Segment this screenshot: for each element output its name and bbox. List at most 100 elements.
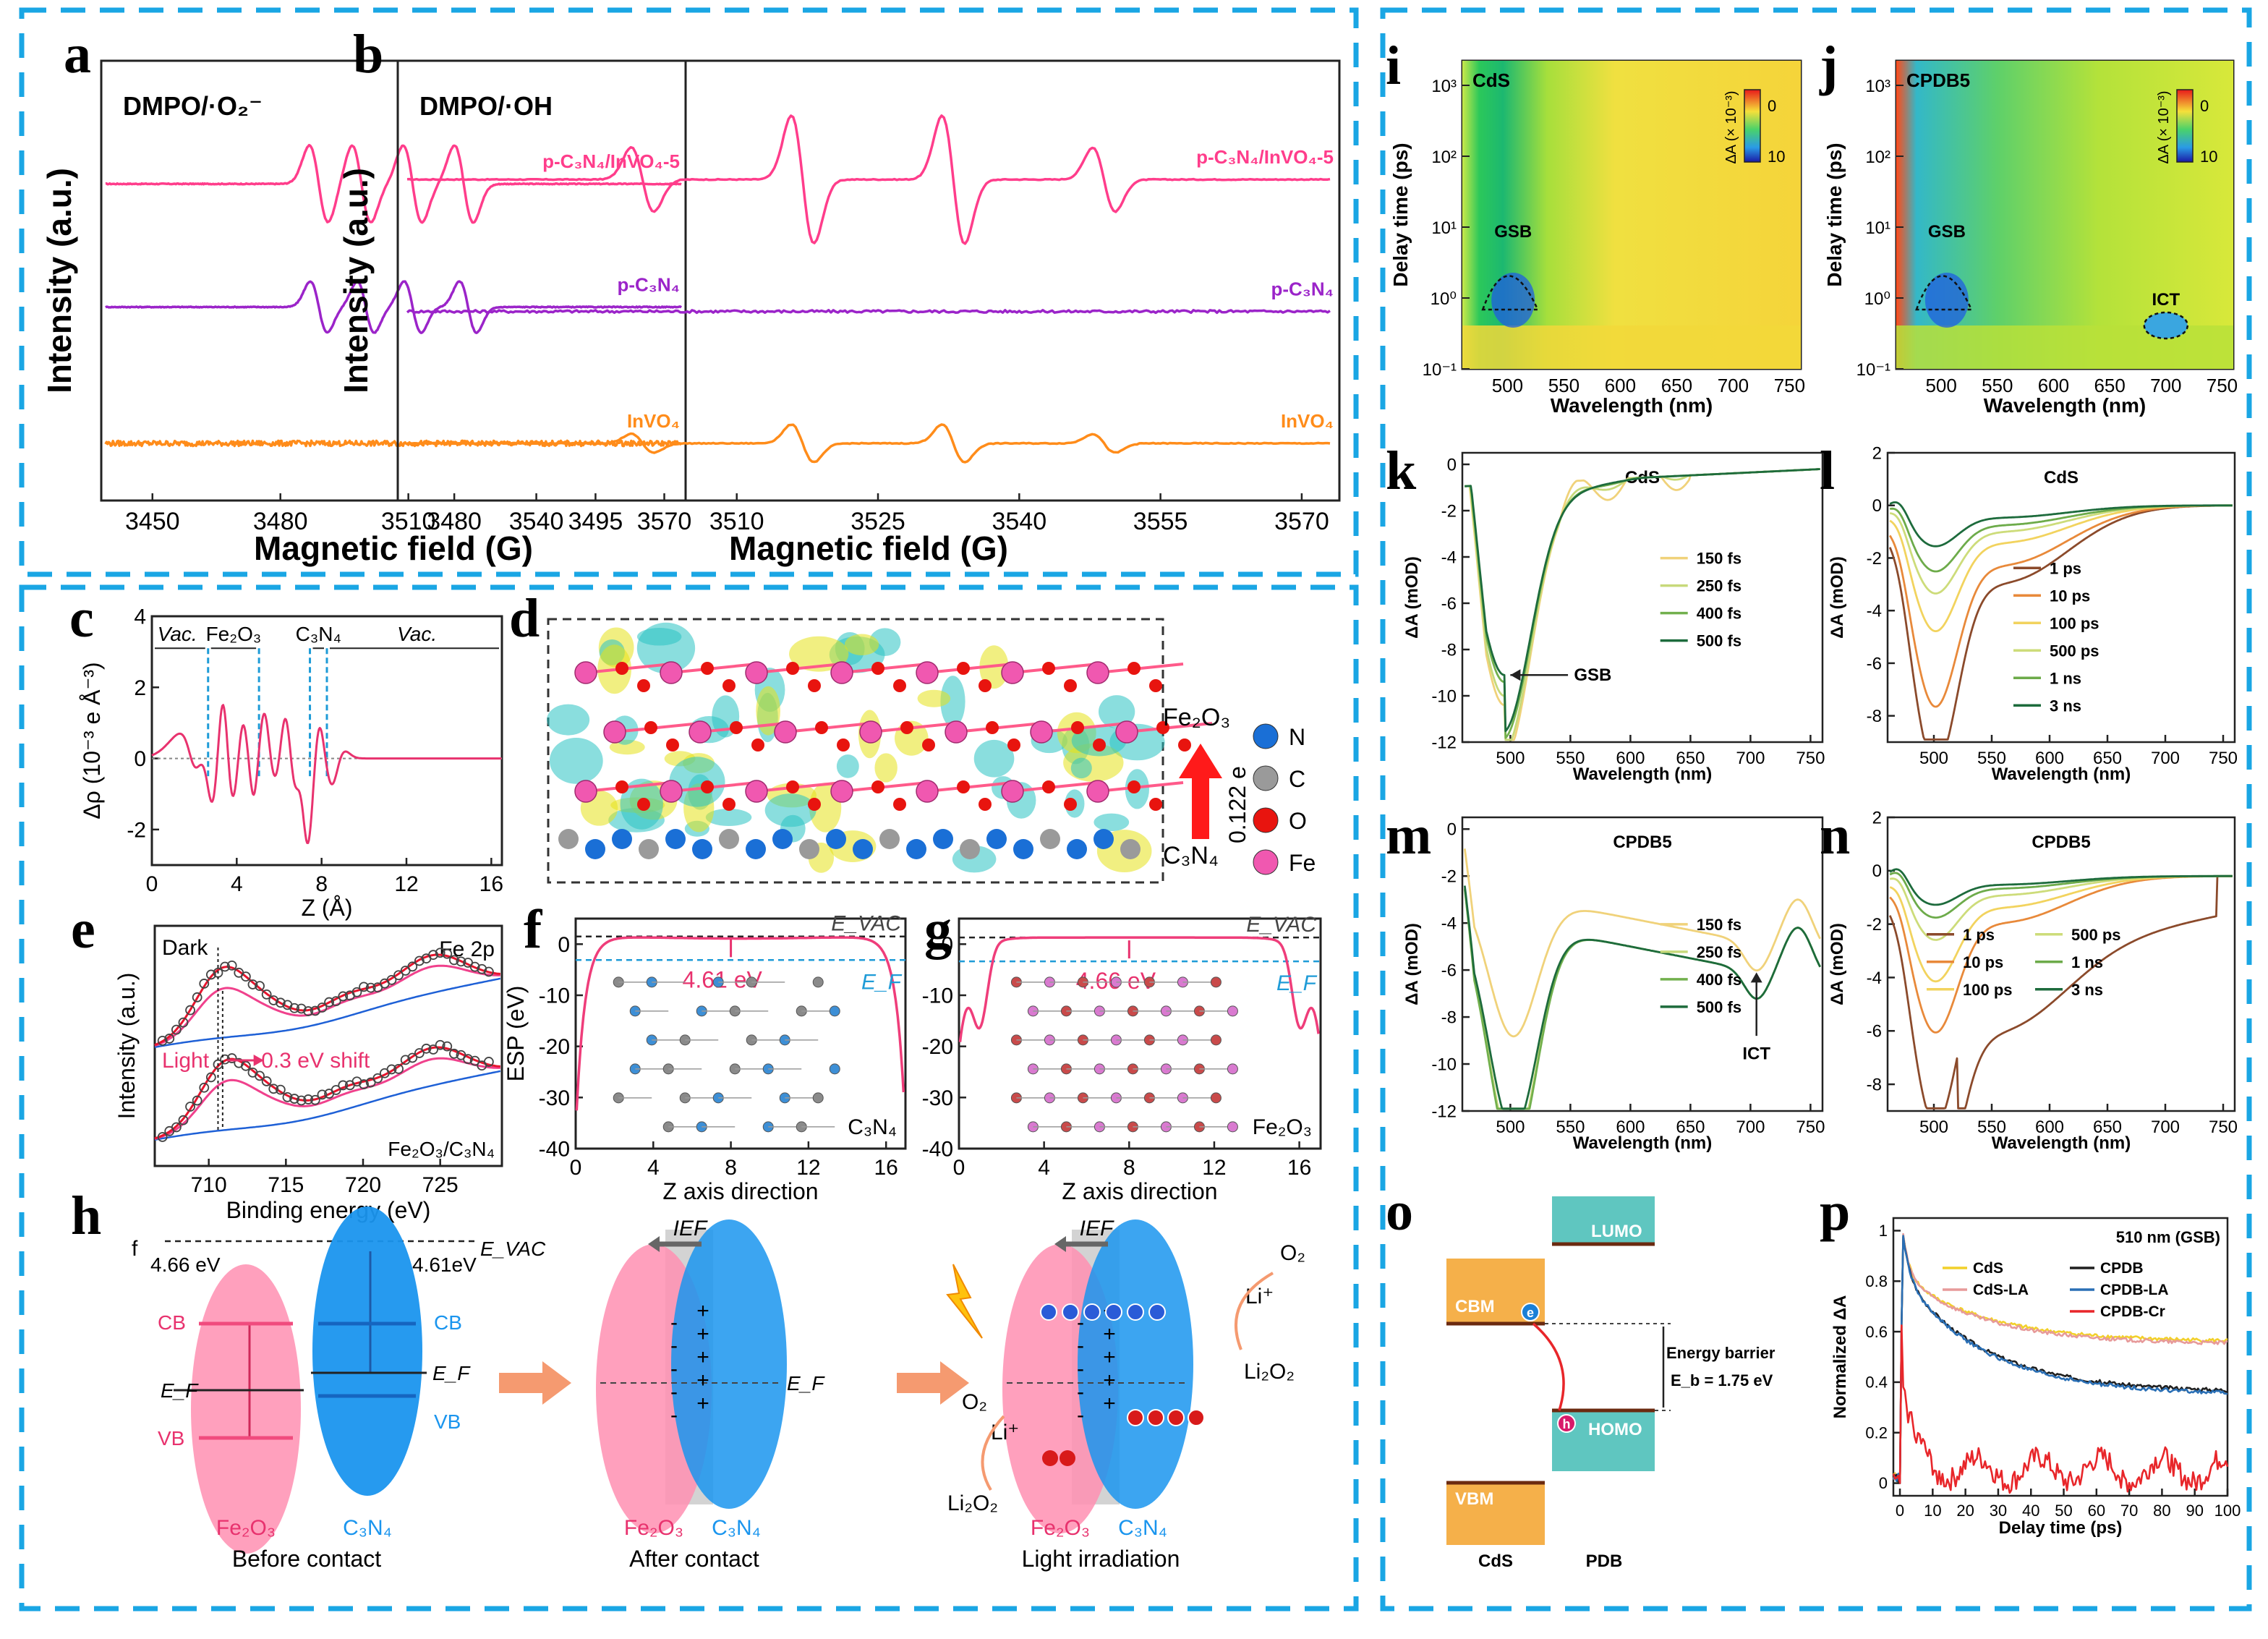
x-tick-label: 3495 xyxy=(568,508,623,535)
xps-datapoint xyxy=(317,1002,328,1013)
fe-atom xyxy=(830,661,853,684)
spectrum-400fs xyxy=(1463,889,1821,1110)
xps-datapoint xyxy=(359,1079,369,1089)
isosurface-blob xyxy=(764,793,817,827)
n-atom xyxy=(692,839,712,859)
o-atom xyxy=(979,798,992,811)
region-label: Vac. xyxy=(397,623,437,645)
y-tick-label: -10 xyxy=(922,984,953,1008)
xps-datapoint xyxy=(289,1094,299,1104)
y-tick-label: -2 xyxy=(127,818,146,842)
y-tick-label: -40 xyxy=(539,1138,570,1162)
panel-letter: a xyxy=(64,24,91,85)
x-tick-label: 8 xyxy=(315,872,328,896)
o-atom xyxy=(893,679,906,692)
n-atom xyxy=(1067,839,1087,859)
kinetic-trace xyxy=(1893,1235,2228,1484)
x-tick-label: 3570 xyxy=(637,508,692,535)
wf-left: 4.66 eV xyxy=(150,1253,221,1276)
x-tick-label: 650 xyxy=(2094,375,2125,396)
x-axis-label: Z axis direction xyxy=(662,1178,818,1204)
fe2o3-label: Fe₂O₃ xyxy=(216,1516,276,1540)
fe-atom xyxy=(859,720,882,744)
x-tick-label: 500 xyxy=(1496,1118,1525,1137)
xps-datapoint xyxy=(157,1132,168,1142)
spectrum-500ps xyxy=(1889,874,2233,941)
y-tick-label: 10² xyxy=(1865,148,1890,167)
xps-datapoint xyxy=(303,1094,314,1104)
o-atom xyxy=(957,662,970,675)
fe2o3-label: Fe₂O₃ xyxy=(624,1516,683,1540)
panel-letter: e xyxy=(71,899,95,960)
lumo-label: LUMO xyxy=(1591,1222,1642,1241)
legend-atom-label: Fe xyxy=(1289,850,1316,876)
lattice-sketch xyxy=(613,976,840,1133)
isosurface-blob xyxy=(1094,813,1130,832)
o-atom xyxy=(808,679,821,692)
o-atom xyxy=(979,679,992,692)
o-atom xyxy=(1178,738,1191,752)
o-atom xyxy=(722,679,736,692)
x-tick-label: 16 xyxy=(1287,1156,1311,1180)
y-tick-label: 0 xyxy=(134,747,146,771)
c3n4-band xyxy=(671,1219,787,1509)
spin-trap-title: DMPO/·O₂⁻ xyxy=(123,91,263,121)
y-tick-label: -30 xyxy=(539,1086,570,1110)
n-atom xyxy=(826,829,846,849)
isosurface-blob xyxy=(836,754,859,778)
negative-charge: - xyxy=(1077,1334,1084,1358)
xps-datapoint xyxy=(192,1095,202,1106)
xps-datapoint xyxy=(303,1006,314,1016)
electron xyxy=(1105,1303,1122,1321)
xps-datapoint xyxy=(171,1122,182,1133)
y-tick-label: -8 xyxy=(1441,1008,1457,1027)
n-atom xyxy=(612,829,632,849)
fe-atom xyxy=(1086,780,1109,803)
x-tick-label: 650 xyxy=(1676,1118,1705,1137)
x-tick-label: 550 xyxy=(1977,1118,2006,1137)
legend-label: 100 ps xyxy=(2050,614,2099,632)
panel-letter: g xyxy=(924,899,952,960)
y-axis-label: Delay time (ps) xyxy=(1389,142,1412,286)
ef-label: E_F xyxy=(161,1379,199,1402)
electron xyxy=(1062,1303,1079,1321)
n-atom xyxy=(906,839,926,859)
legend-label: 250 fs xyxy=(1697,943,1742,961)
x-tick-label: 10 xyxy=(1924,1502,1941,1520)
li-label: Li⁺ xyxy=(991,1421,1019,1444)
xps-datapoint xyxy=(178,1115,189,1125)
xps-datapoint xyxy=(268,995,279,1005)
gsb-label: GSB xyxy=(1494,222,1532,242)
transfer-arrow xyxy=(1532,1322,1565,1411)
panel-letter: b xyxy=(353,24,383,85)
region-label: Fe₂O₃ xyxy=(206,623,262,645)
fe-atom xyxy=(916,780,939,803)
ef-label: E_F xyxy=(432,1362,471,1384)
xps-datapoint xyxy=(359,982,369,992)
y-tick-label: -10 xyxy=(539,984,570,1008)
xps-datapoint xyxy=(372,1073,383,1084)
panel-letter: h xyxy=(71,1185,101,1246)
o-atom xyxy=(1042,780,1055,793)
x-tick-label: 4 xyxy=(1038,1156,1050,1180)
panel-letter: m xyxy=(1386,805,1431,866)
x-tick-label: 3510 xyxy=(381,508,436,535)
spectrum-100ps xyxy=(1889,874,2233,983)
o-atom xyxy=(957,780,970,793)
negative-charge: - xyxy=(670,1334,678,1358)
colorbar-tick: 10 xyxy=(2200,148,2217,166)
chart-j: 500 550 600 650 700 750 Wavelength (nm) Delay t… xyxy=(1823,59,2238,417)
xps-datapoint xyxy=(483,966,494,977)
lattice-sketch xyxy=(1010,976,1238,1133)
hole xyxy=(1060,1450,1075,1466)
xps-datapoint xyxy=(220,961,230,972)
ict-outline xyxy=(2143,311,2189,340)
xps-datapoint xyxy=(331,996,341,1006)
x-tick-label: 700 xyxy=(2150,375,2181,396)
o-atom xyxy=(1064,679,1077,692)
o-atom xyxy=(808,798,821,811)
xps-datapoint xyxy=(324,997,334,1008)
x-tick-label: 3570 xyxy=(1274,508,1329,535)
y-tick-label: 0.6 xyxy=(1865,1323,1888,1341)
o-atom xyxy=(815,721,828,734)
